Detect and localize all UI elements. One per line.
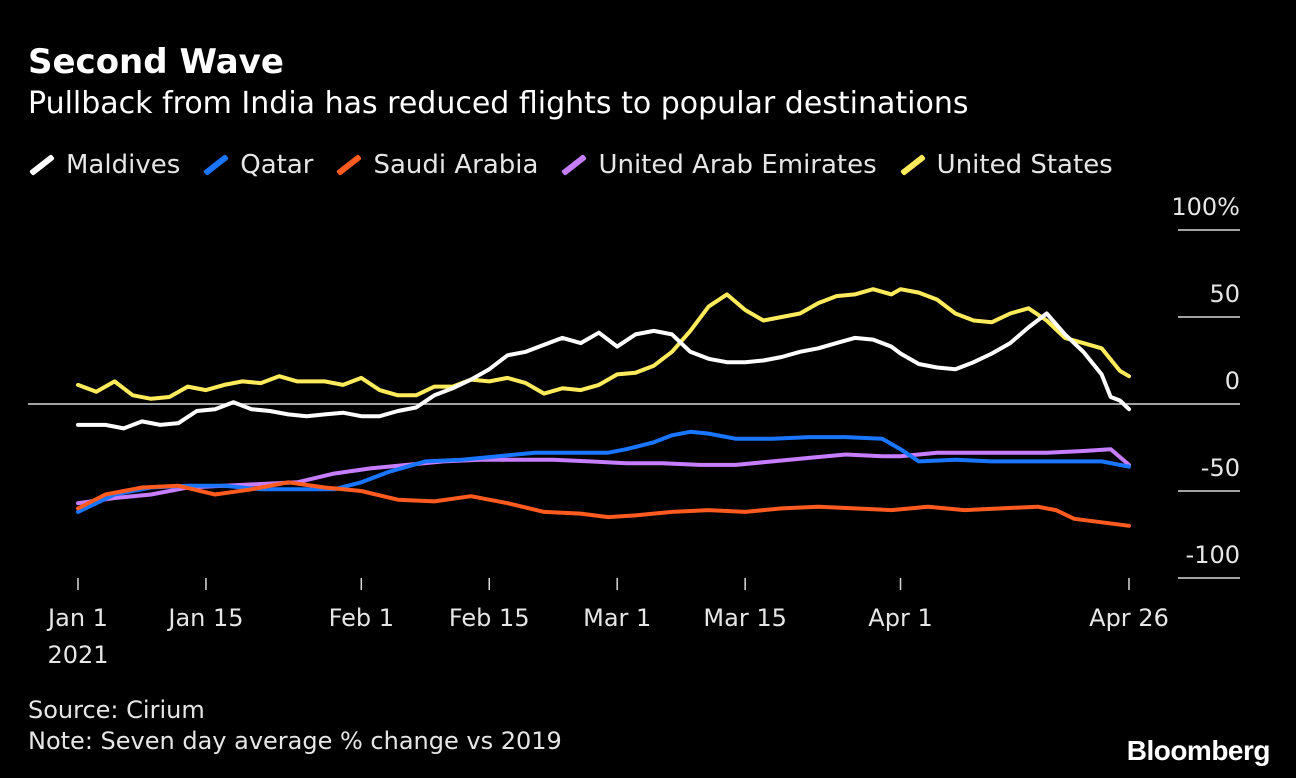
x-tick-sublabel: 2021 [47, 641, 108, 669]
series-line-saudi-arabia [76, 480, 1131, 528]
legend-label-qatar: Qatar [240, 150, 314, 180]
y-tick-label: 50 [1209, 280, 1240, 308]
x-tick-label: Feb 1 [329, 604, 394, 632]
chart-subtitle: Pullback from India has reduced flights … [28, 86, 969, 121]
x-tick-label: Apr 26 [1089, 604, 1169, 632]
legend-label-united-states: United States [936, 150, 1113, 180]
legend-label-uae: United Arab Emirates [598, 150, 877, 180]
series-line-united-arab-emirates [76, 447, 1131, 506]
bloomberg-logo: Bloomberg [1126, 735, 1271, 766]
y-tick-label: -100 [1186, 541, 1240, 569]
x-tick-label: Jan 15 [166, 604, 243, 632]
legend-item-maldives: Maldives [28, 150, 180, 180]
legend-item-united-states: United States [899, 150, 1113, 180]
legend-item-qatar: Qatar [202, 150, 313, 180]
legend-label-saudi-arabia: Saudi Arabia [373, 150, 539, 180]
x-tick-label: Feb 15 [449, 604, 530, 632]
y-tick-label: 100% [1171, 193, 1240, 221]
y-tick-label: -50 [1201, 454, 1240, 482]
footnote: Note: Seven day average % change vs 2019 [28, 727, 562, 755]
legend-item-saudi-arabia: Saudi Arabia [335, 150, 538, 180]
chart-legend: Maldives Qatar Saudi Arabia United Arab … [28, 150, 1135, 180]
legend-item-uae: United Arab Emirates [560, 150, 877, 180]
x-tick-label: Apr 1 [868, 604, 932, 632]
x-tick-label: Mar 1 [583, 604, 651, 632]
series-line-united-states [76, 287, 1131, 401]
legend-label-maldives: Maldives [66, 150, 181, 180]
series-line-maldives [76, 311, 1131, 431]
series-line-qatar [76, 429, 1131, 514]
source-note: Source: Cirium [28, 696, 205, 724]
y-tick-label: 0 [1225, 367, 1240, 395]
x-tick-label: Jan 1 [46, 604, 108, 632]
chart-title: Second Wave [28, 42, 284, 82]
x-tick-label: Mar 15 [703, 604, 786, 632]
